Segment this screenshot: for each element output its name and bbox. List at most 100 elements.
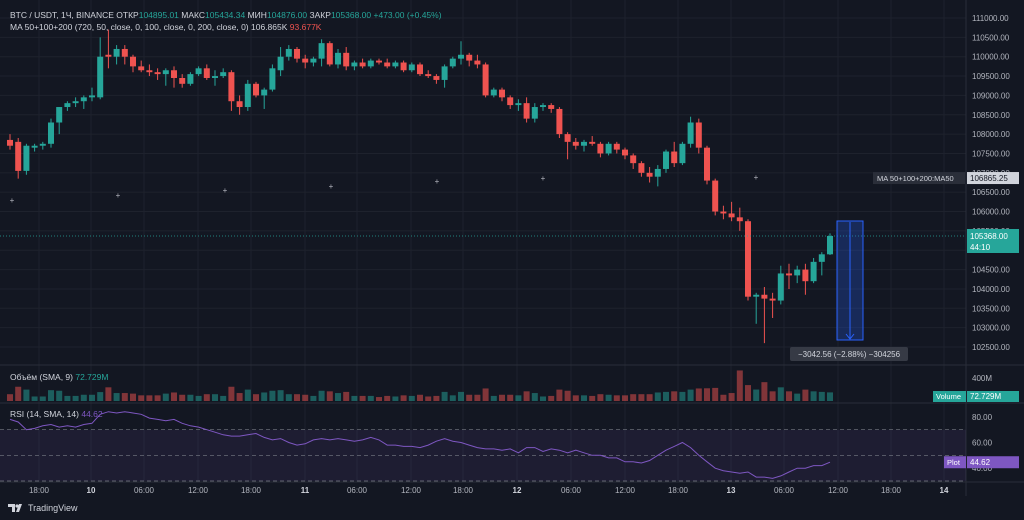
candle-body xyxy=(712,180,719,212)
candle-body xyxy=(515,103,522,106)
volume-bar xyxy=(277,390,284,401)
candle-body xyxy=(146,70,153,73)
ma-legend[interactable]: MA 50+100+200 (720, 50, close, 0, 100, c… xyxy=(10,22,321,33)
candle-body xyxy=(531,107,538,119)
price-tick-label: 103000.00 xyxy=(972,324,1010,333)
volume-bar xyxy=(720,394,727,401)
volume-bar xyxy=(56,390,63,401)
volume-bar xyxy=(400,395,407,401)
volume-bar xyxy=(195,395,202,401)
volume-bar xyxy=(392,396,399,401)
volume-bar xyxy=(261,392,268,401)
candle-body xyxy=(827,235,833,255)
candle-body xyxy=(80,97,87,102)
candle-body xyxy=(638,163,645,173)
volume-bar xyxy=(794,393,801,401)
candle-body xyxy=(613,143,620,150)
candle-body xyxy=(630,155,637,164)
volume-bar xyxy=(367,395,374,401)
candle-body xyxy=(777,273,784,301)
change-value: +473.00 (+0.45%) xyxy=(373,10,442,20)
low-value: 104876.00 xyxy=(266,10,308,20)
candle-body xyxy=(728,213,735,218)
time-tick-label: 18:00 xyxy=(668,486,689,495)
volume-bar xyxy=(531,393,538,401)
ma-marker: + xyxy=(329,182,334,191)
volume-bar xyxy=(474,394,481,401)
volume-bar xyxy=(113,393,120,401)
volume-bar xyxy=(581,395,587,401)
ma-marker: + xyxy=(541,174,546,183)
time-tick-label: 18:00 xyxy=(241,486,262,495)
open-value: 104895.01 xyxy=(138,10,179,20)
symbol-name[interactable]: BTC / USDT, 1Ч, BINANCE xyxy=(10,10,114,20)
tradingview-brand[interactable]: TradingView xyxy=(8,503,78,513)
candle-body xyxy=(392,62,399,67)
ma-label: MA 50+100+200 (720, 50, close, 0, 100, c… xyxy=(10,22,249,32)
ma-marker: + xyxy=(10,196,15,205)
candle-body xyxy=(253,83,259,96)
volume-bar xyxy=(310,395,317,401)
volume-bar xyxy=(515,395,522,401)
price-tick-label: 102500.00 xyxy=(972,343,1010,352)
candle-body xyxy=(318,43,325,59)
candle-body xyxy=(335,52,341,65)
volume-bar xyxy=(458,391,464,401)
candle-body xyxy=(548,105,555,109)
candle-body xyxy=(220,72,227,77)
price-tick-label: 104500.00 xyxy=(972,266,1010,275)
candle-body xyxy=(64,103,71,108)
volume-bar xyxy=(589,395,596,401)
candle-body xyxy=(646,172,653,177)
ma-marker: + xyxy=(435,177,440,186)
rsi-tag-value-bg xyxy=(967,456,1019,469)
volume-bar xyxy=(171,392,177,401)
candle-body xyxy=(187,74,194,84)
candle-body xyxy=(564,134,571,142)
volume-bar xyxy=(318,390,325,401)
time-tick-label: 18:00 xyxy=(453,486,474,495)
volume-bar xyxy=(121,393,128,401)
rsi-tick-label: 60.00 xyxy=(972,439,993,448)
candle-body xyxy=(400,62,407,71)
volume-tag-value: 72.729M xyxy=(970,392,1001,401)
measure-label-bg xyxy=(790,347,908,361)
volume-bar xyxy=(72,395,79,401)
volume-bar xyxy=(736,370,743,401)
candle-body xyxy=(679,143,686,164)
candle-body xyxy=(572,141,579,146)
candle-body xyxy=(294,48,300,59)
rsi-tag-bg xyxy=(944,456,966,469)
volume-bar xyxy=(605,394,612,401)
candle-body xyxy=(654,168,661,177)
candle-body xyxy=(343,52,350,67)
volume-bar xyxy=(39,396,46,401)
volume-bar xyxy=(671,391,678,401)
candle-body xyxy=(810,261,817,282)
volume-legend[interactable]: Объём (SMA, 9) 72.729M xyxy=(10,372,108,383)
time-tick-label: 18:00 xyxy=(881,486,902,495)
price-tick-label: 106500.00 xyxy=(972,188,1010,197)
volume-bar xyxy=(810,391,817,401)
price-tick-label: 110000.00 xyxy=(972,53,1010,62)
rsi-legend[interactable]: RSI (14, SMA, 14) 44.62 xyxy=(10,409,103,420)
candle-body xyxy=(736,217,743,222)
candle-body xyxy=(302,58,309,63)
volume-bar xyxy=(179,394,186,401)
candle-body xyxy=(794,269,801,276)
volume-bar xyxy=(687,389,694,401)
volume-bar xyxy=(745,385,751,401)
candle-body xyxy=(556,108,563,135)
volume-bar xyxy=(556,389,563,401)
volume-bar xyxy=(417,394,423,401)
candle-body xyxy=(384,62,391,67)
candle-body xyxy=(15,141,22,171)
volume-bar xyxy=(228,386,235,401)
volume-bar xyxy=(490,395,497,401)
volume-bar xyxy=(425,396,432,401)
candle-body xyxy=(48,122,54,144)
volume-bar xyxy=(105,387,112,401)
volume-bar xyxy=(818,391,825,401)
